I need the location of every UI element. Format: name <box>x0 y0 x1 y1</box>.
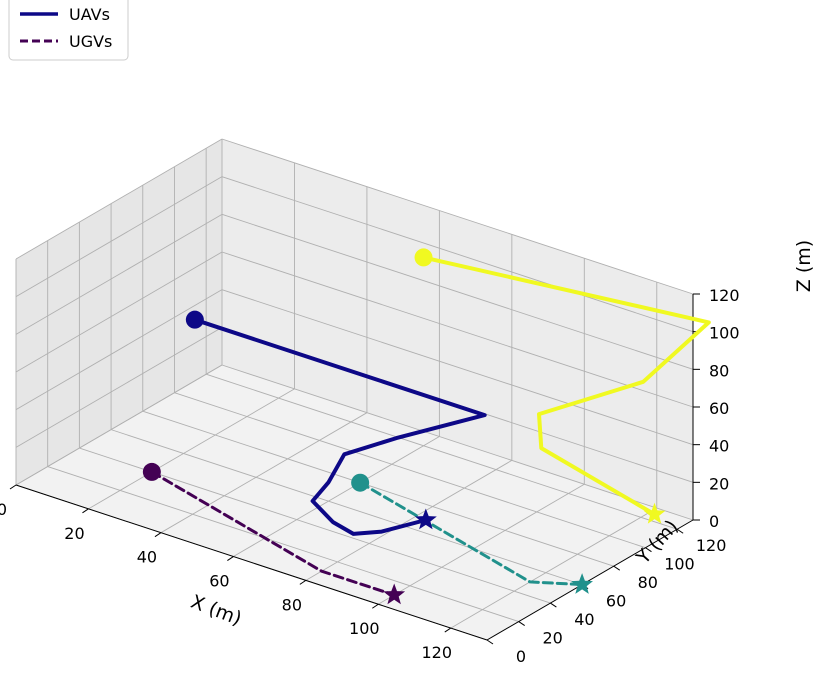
x-tick-mark <box>154 532 162 538</box>
legend-uav-label: UAVs <box>69 5 110 24</box>
ugv-path-1 <box>150 470 396 597</box>
x-tick-label: 0 <box>0 500 7 519</box>
x-axis-line <box>15 484 488 641</box>
uav-path-2-end-marker <box>643 502 666 524</box>
grid-line <box>15 176 223 298</box>
y-axis-line <box>486 519 694 641</box>
x-tick-mark <box>299 579 307 585</box>
x-tick-label: 100 <box>349 619 380 638</box>
x-tick-label: 20 <box>64 524 84 543</box>
grid-line <box>221 364 694 521</box>
floor-pane <box>16 365 693 640</box>
grid-line <box>15 213 223 335</box>
z-axis-label: Z (m) <box>793 240 815 292</box>
z-tick-label: 100 <box>709 324 740 343</box>
uav-path-2 <box>421 255 711 517</box>
y-tick-mark <box>676 528 684 534</box>
grid-line <box>15 364 223 486</box>
y-tick-mark <box>645 547 652 553</box>
y-tick-label: 80 <box>638 573 658 592</box>
grid-line <box>450 507 657 629</box>
z-tick-label: 0 <box>709 512 719 531</box>
grid-line <box>378 483 585 605</box>
legend-ugv-label: UGVs <box>69 32 112 51</box>
uav-path-1 <box>192 317 487 536</box>
grid-line <box>110 429 583 586</box>
grid-line <box>47 466 519 622</box>
grid-line <box>305 459 513 581</box>
x-tick-mark <box>9 484 17 490</box>
x-tick-label: 60 <box>209 572 229 591</box>
grid-line <box>221 176 694 333</box>
z-tick-label: 20 <box>709 474 729 493</box>
data-markers <box>142 248 666 605</box>
y-tick-label: 60 <box>606 592 626 611</box>
grid-line <box>15 138 223 260</box>
grid-line <box>233 436 440 557</box>
uav-path-2-start-marker <box>414 248 433 267</box>
uav-path-1-start-marker <box>185 310 204 329</box>
ugv-path-1-end-marker <box>383 583 406 605</box>
x-tick-label: 120 <box>421 643 452 662</box>
uav-path-1-end-marker <box>414 508 437 530</box>
ugv-path-2 <box>358 481 584 587</box>
ugv-path-2-start-marker <box>351 473 370 492</box>
grid-line <box>88 388 295 510</box>
grid-line <box>174 392 646 549</box>
grid-line <box>142 410 614 567</box>
y-tick-mark <box>550 602 557 608</box>
grid-line <box>206 373 678 530</box>
y-tick-mark <box>613 565 621 571</box>
x-tick-label: 40 <box>137 548 157 567</box>
x-tick-mark <box>227 556 234 561</box>
x-tick-mark <box>444 627 452 633</box>
y-tick-mark <box>518 621 525 626</box>
y-tick-label: 0 <box>516 647 526 666</box>
x-tick-mark <box>372 603 379 609</box>
z-tick-label: 120 <box>709 286 740 305</box>
x-tick-label: 80 <box>282 595 302 614</box>
data-lines <box>150 255 711 597</box>
axis-panes <box>16 139 693 640</box>
x-tick-mark <box>82 508 89 514</box>
grid-line <box>221 289 694 446</box>
grid-line <box>221 138 694 295</box>
grid-line <box>221 213 694 370</box>
y-tick-mark <box>486 639 494 645</box>
y-tick-label: 20 <box>543 629 563 648</box>
z-tick-label: 60 <box>709 399 729 418</box>
x-axis-label: X (m) <box>188 591 245 630</box>
grid-line <box>15 251 223 373</box>
z-tick-label: 80 <box>709 361 729 380</box>
ugv-path-1-start-marker <box>142 462 161 481</box>
grid-line <box>15 326 223 448</box>
z-tick-label: 40 <box>709 437 729 456</box>
y-tick-label: 100 <box>664 555 695 574</box>
grid-line <box>15 289 223 411</box>
grid-line <box>221 251 694 408</box>
ugv-path-2-end-marker <box>571 573 593 594</box>
grid-line <box>160 412 368 534</box>
legend: UAVs UGVs <box>8 0 129 61</box>
y-tick-label: 120 <box>696 536 727 555</box>
y-tick-label: 40 <box>574 610 594 629</box>
